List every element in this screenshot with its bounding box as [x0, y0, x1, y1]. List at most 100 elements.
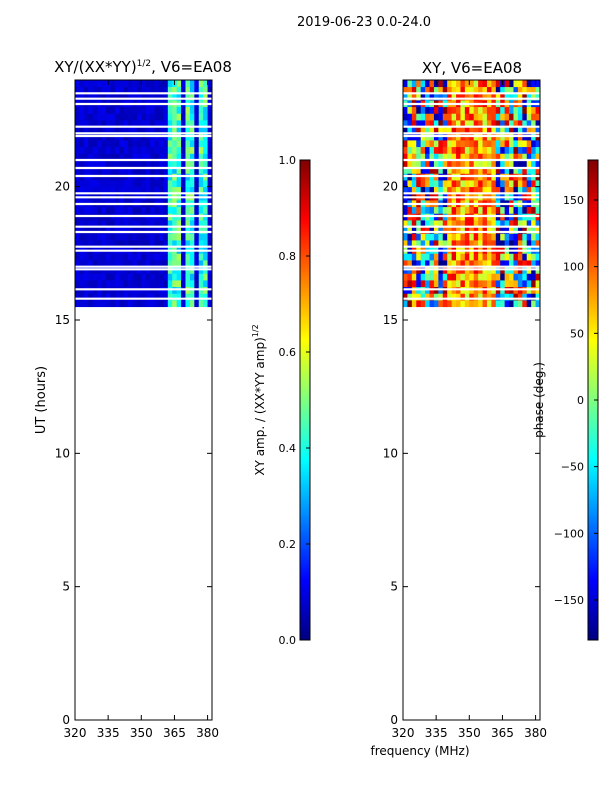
amplitude-cell — [198, 113, 204, 121]
phase-cell — [473, 146, 479, 154]
phase-cell — [464, 166, 470, 174]
phase-cell — [456, 226, 461, 234]
amplitude-cell — [119, 293, 125, 301]
phase-cell — [522, 226, 528, 234]
phase-cell — [491, 226, 497, 234]
amplitude-cell — [198, 106, 204, 114]
amplitude-cell — [141, 153, 147, 161]
amplitude-cell — [75, 273, 80, 281]
phase-cell — [473, 253, 479, 261]
phase-cell — [451, 146, 457, 154]
amplitude-cell — [167, 146, 173, 154]
amplitude-cell — [176, 280, 182, 288]
colorbar-tick-label: −150 — [554, 594, 584, 607]
phase-cell — [460, 273, 466, 281]
phase-cell — [478, 160, 483, 168]
amplitude-cell — [128, 93, 133, 101]
amplitude-cell — [79, 300, 85, 308]
phase-cell — [531, 106, 536, 114]
amplitude-cell — [123, 160, 129, 168]
phase-cell — [495, 260, 501, 268]
amplitude-cell — [92, 186, 98, 194]
amplitude-cell — [136, 153, 142, 161]
amplitude-cell — [163, 80, 169, 88]
amplitude-cell — [198, 86, 204, 94]
phase-cell — [403, 160, 408, 168]
amplitude-cell — [97, 226, 102, 234]
amplitude-cell — [154, 146, 160, 154]
amplitude-cell — [154, 260, 160, 268]
phase-cell — [535, 80, 540, 88]
amplitude-cell — [136, 120, 142, 128]
phase-cell — [429, 140, 435, 148]
amplitude-cell — [132, 206, 138, 214]
phase-cell — [495, 240, 501, 248]
amplitude-cell — [150, 226, 155, 234]
amplitude-cell — [123, 140, 129, 148]
phase-cell — [403, 166, 408, 174]
phase-cell — [411, 273, 417, 281]
amplitude-cell — [92, 226, 98, 234]
amplitude-cell — [207, 86, 212, 94]
amplitude-cell — [158, 153, 164, 161]
phase-cell — [469, 166, 475, 174]
phase-cell — [451, 220, 457, 228]
amplitude-cell — [79, 233, 85, 241]
amplitude-cell — [97, 240, 102, 248]
phase-cell — [460, 93, 466, 101]
colorbar-tick-label: 50 — [570, 327, 584, 340]
phase-cell — [438, 126, 444, 134]
phase-cell — [451, 260, 457, 268]
amplitude-cell — [176, 106, 182, 114]
phase-cell — [411, 166, 417, 174]
phase-cell — [482, 233, 488, 241]
amplitude-cell — [88, 93, 94, 101]
phase-cell — [526, 260, 532, 268]
amplitude-cell — [101, 160, 107, 168]
amplitude-cell — [189, 86, 195, 94]
phase-cell — [438, 293, 444, 301]
amplitude-cell — [88, 300, 94, 308]
phase-cell — [411, 113, 417, 121]
phase-cell — [416, 186, 422, 194]
phase-cell — [491, 86, 497, 94]
phase-cell — [464, 120, 470, 128]
amplitude-cell — [145, 166, 151, 174]
phase-cell — [509, 80, 514, 88]
phase-cell — [517, 146, 523, 154]
phase-cell — [442, 186, 448, 194]
amplitude-cell — [132, 280, 138, 288]
phase-cell — [469, 253, 475, 261]
phase-cell — [438, 160, 444, 168]
amplitude-cell — [101, 126, 107, 134]
x-tick-label: 350 — [130, 726, 153, 740]
phase-cell — [403, 113, 408, 121]
phase-cell — [504, 186, 510, 194]
amplitude-cell — [176, 166, 182, 174]
amplitude-cell — [163, 300, 169, 308]
amplitude-cell — [194, 160, 200, 168]
phase-cell — [403, 253, 408, 261]
amplitude-cell — [150, 86, 155, 94]
amplitude-cell — [176, 86, 182, 94]
amplitude-cell — [172, 206, 178, 214]
phase-cell — [513, 253, 519, 261]
phase-cell — [509, 220, 514, 228]
amplitude-cell — [176, 140, 182, 148]
amplitude-cell — [79, 166, 85, 174]
amplitude-cell — [92, 273, 98, 281]
amplitude-cell — [88, 80, 94, 88]
amplitude-cell — [203, 106, 208, 114]
phase-cell — [509, 226, 514, 234]
amplitude-cell — [189, 226, 195, 234]
amplitude-cell — [167, 220, 173, 228]
amplitude-cell — [101, 253, 107, 261]
amplitude-cell — [158, 253, 164, 261]
amplitude-cell — [158, 293, 164, 301]
amplitude-cell — [181, 280, 186, 288]
phase-cell — [407, 293, 413, 301]
phase-cell — [522, 80, 528, 88]
phase-cell — [411, 300, 417, 308]
amplitude-cell — [128, 106, 133, 114]
x-tick-label: 380 — [524, 726, 547, 740]
